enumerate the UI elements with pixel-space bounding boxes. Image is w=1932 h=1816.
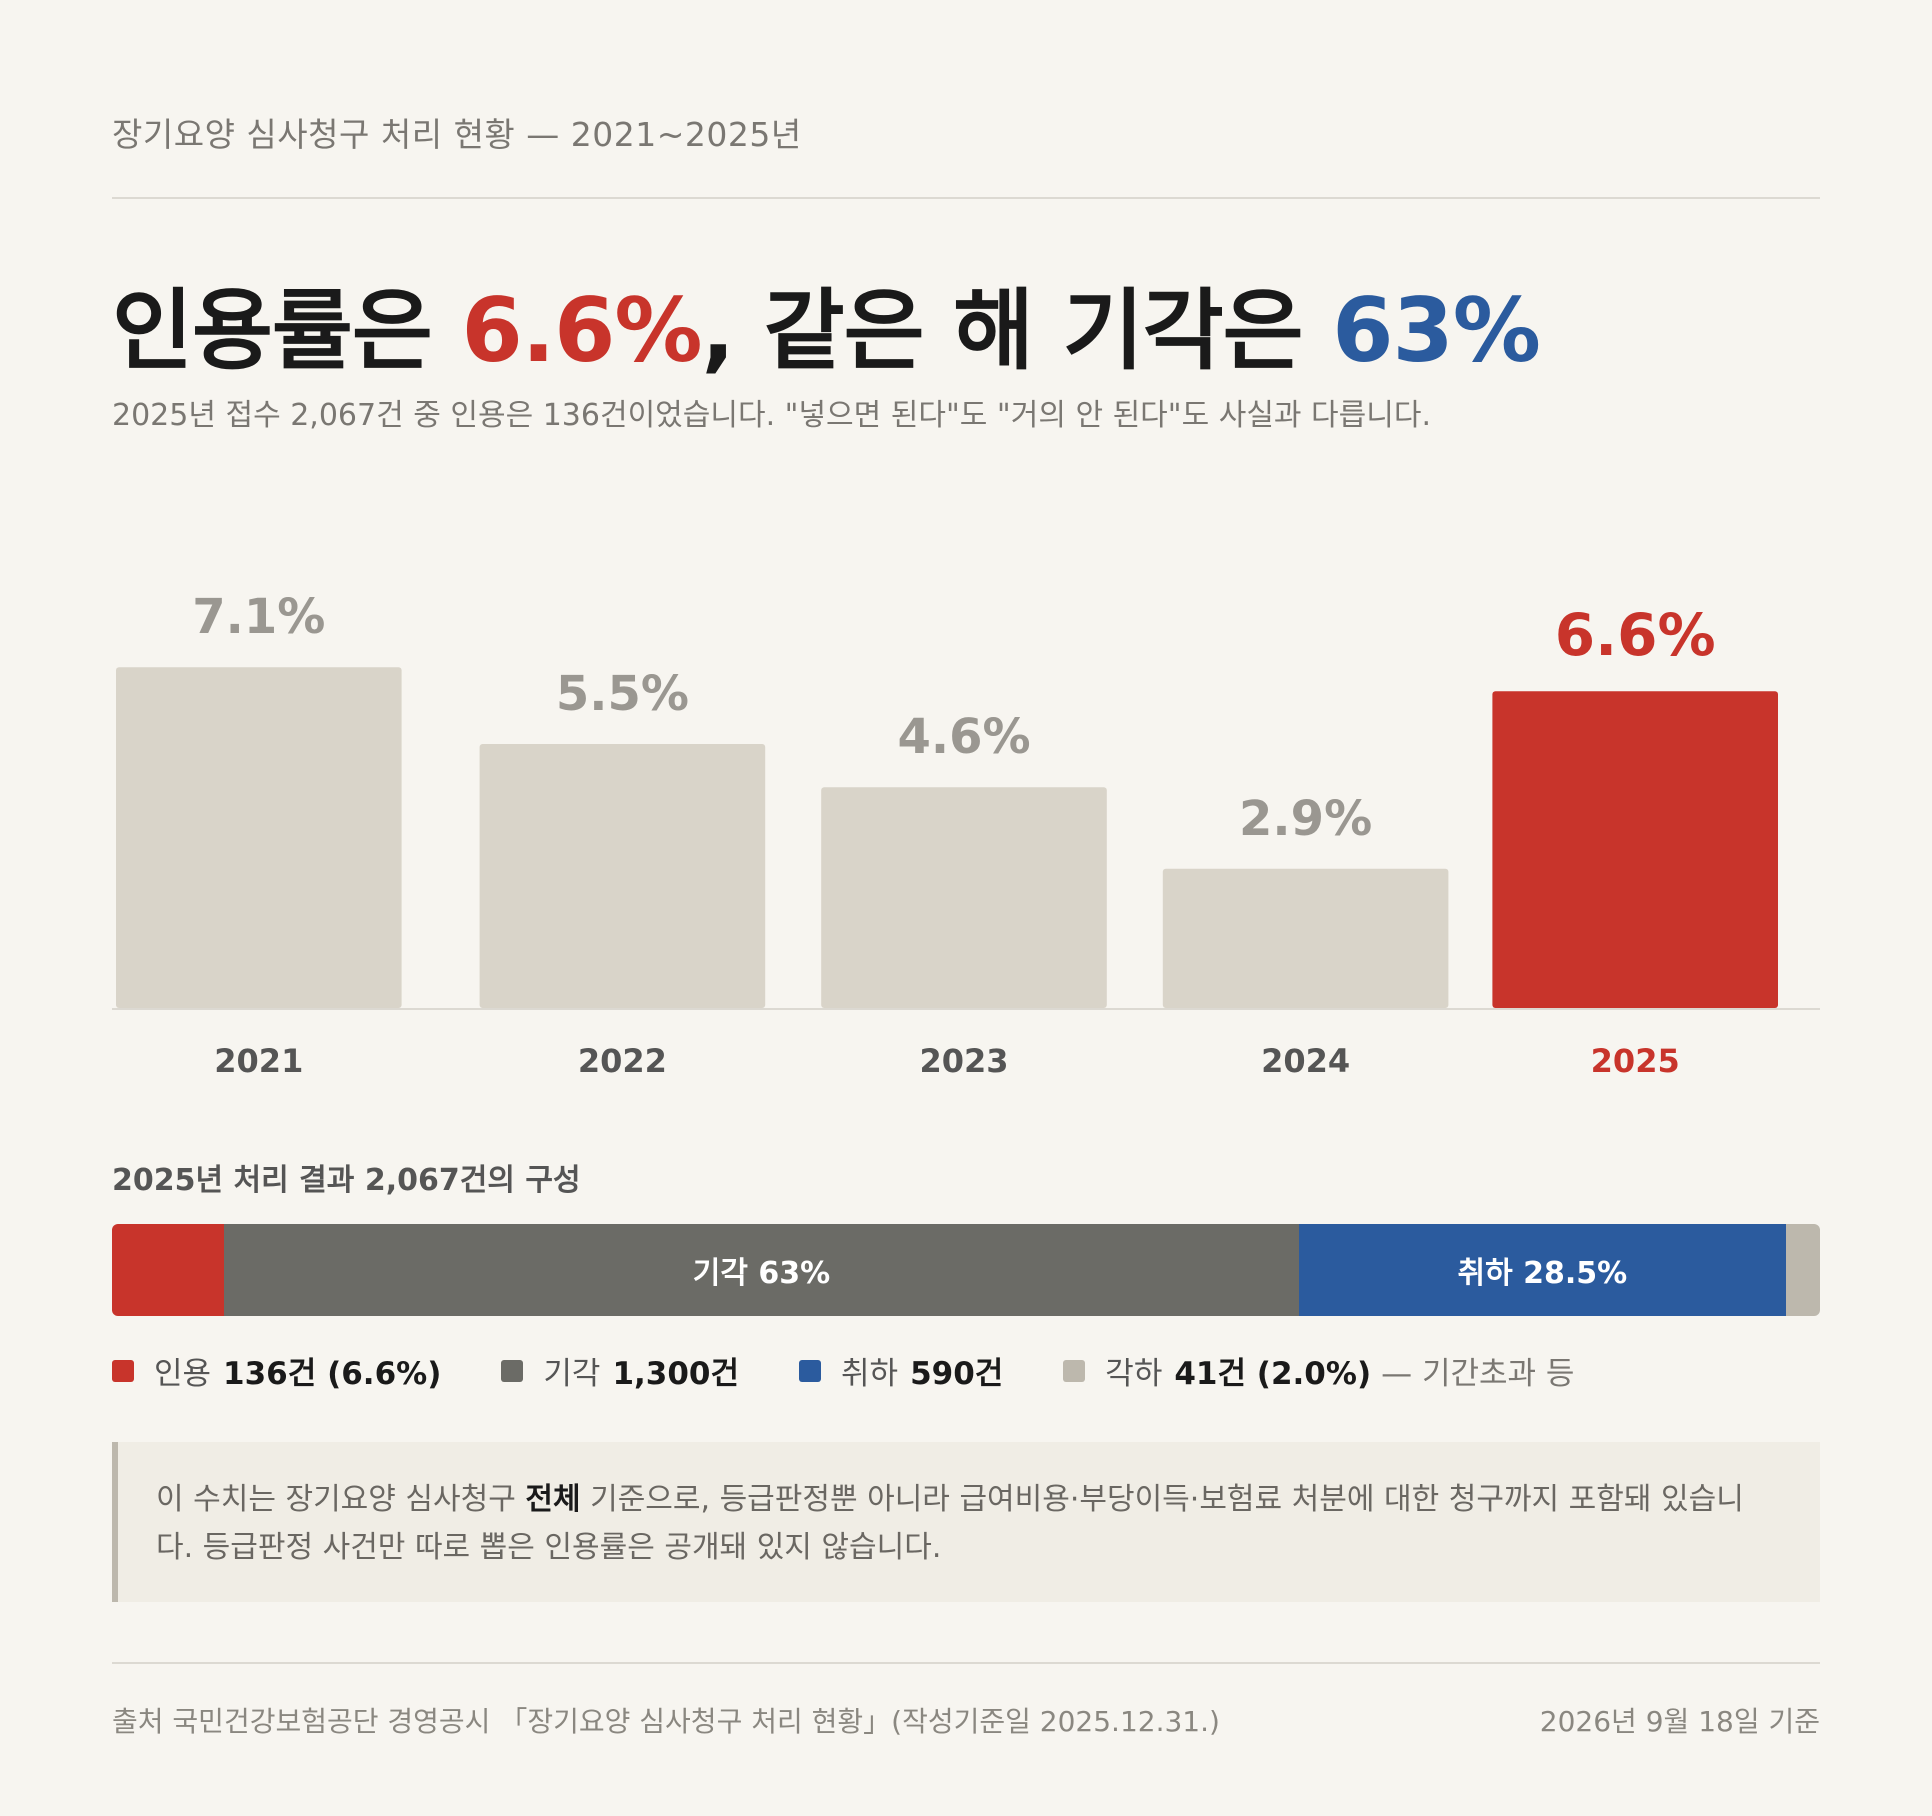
legend-note: — 기간초과 등	[1381, 1356, 1575, 1392]
legend-label: 인용	[154, 1356, 212, 1392]
legend-count: 41건 (2.0%)	[1174, 1356, 1372, 1392]
callout-text-after: 기준으로, 등급판정뿐 아니라 급여비용·부당이득·보험료 처분에 대한 청구까…	[156, 1482, 1744, 1565]
value-label-2025: 6.6%	[1555, 601, 1716, 669]
headline-blue-value: 63%	[1332, 279, 1541, 382]
bottom-divider	[112, 1662, 1820, 1664]
callout-text-before: 이 수치는 장기요양 심사청구	[156, 1482, 526, 1517]
subtitle: 2025년 접수 2,067건 중 인용은 136건이었습니다. "넣으면 된다…	[112, 398, 1431, 433]
value-label-2022: 5.5%	[556, 666, 689, 722]
value-label-2023: 4.6%	[897, 709, 1030, 765]
legend-label: 기각	[543, 1356, 601, 1392]
as-of-date: 2026년 9월 18일 기준	[1539, 1705, 1820, 1738]
legend-swatch	[501, 1359, 524, 1382]
category-label-2023: 2023	[919, 1042, 1008, 1080]
value-label-2024: 2.9%	[1239, 791, 1372, 847]
legend-count: 1,300건	[612, 1356, 740, 1392]
kicker: 장기요양 심사청구 처리 현황 — 2021~2025년	[112, 115, 802, 154]
headline-part2: , 같은 해 기각은	[701, 279, 1333, 382]
legend-swatch	[799, 1359, 822, 1382]
category-label-2022: 2022	[578, 1042, 667, 1080]
bar-2024	[1162, 868, 1449, 1008]
bar-chart: 7.1% 2021 5.5% 2022 4.6% 2023 2.9% 2024 6.6% 2025	[112, 589, 1820, 1080]
legend-count: 136건 (6.6%)	[223, 1356, 442, 1392]
headline-part1: 인용률은	[112, 279, 462, 382]
legend-item-dismissed: 각하 41건 (2.0%) — 기간초과 등	[1063, 1348, 1574, 1393]
legend-item-upheld: 인용 136건 (6.6%)	[112, 1348, 441, 1393]
category-label-2025: 2025	[1591, 1042, 1680, 1080]
legend-label: 취하	[841, 1356, 899, 1392]
segment-upheld	[112, 1224, 225, 1316]
segment-rejected: 기각 63%	[224, 1224, 1299, 1316]
callout-note: 이 수치는 장기요양 심사청구 전체 기준으로, 등급판정뿐 아니라 급여비용·…	[112, 1442, 1820, 1602]
legend-item-withdrawn: 취하 590건	[799, 1348, 1003, 1393]
headline-red-value: 6.6%	[461, 279, 702, 382]
category-label-2024: 2024	[1261, 1042, 1350, 1080]
headline: 인용률은 6.6%, 같은 해 기각은 63%	[112, 260, 1541, 387]
category-label-2021: 2021	[214, 1042, 303, 1080]
legend-label: 각하	[1105, 1356, 1163, 1392]
legend-count: 590건	[910, 1356, 1004, 1392]
bar-2023	[821, 787, 1107, 1008]
legend-item-rejected: 기각 1,300건	[501, 1348, 739, 1393]
legend-swatch	[112, 1359, 134, 1382]
breakdown-legend: 인용 136건 (6.6%) 기각 1,300건 취하 590건 각하 41건 (2.0%) —…	[112, 1348, 1634, 1393]
breakdown-stacked-bar: 기각 63% 취하 28.5%	[112, 1224, 1820, 1316]
breakdown-title: 2025년 처리 결과 2,067건의 구성	[112, 1163, 581, 1198]
source-note: 출처 국민건강보험공단 경영공시 「장기요양 심사청구 처리 현황」(작성기준일…	[112, 1705, 1220, 1738]
value-label-2021: 7.1%	[192, 589, 325, 645]
legend-swatch	[1063, 1359, 1086, 1382]
top-divider	[112, 197, 1820, 199]
bar-2025	[1492, 691, 1778, 1008]
bar-2021	[116, 667, 402, 1008]
callout-text-bold: 전체	[525, 1482, 581, 1517]
segment-withdrawn: 취하 28.5%	[1298, 1224, 1787, 1316]
bar-2022	[479, 744, 766, 1008]
segment-dismissed	[1786, 1224, 1820, 1316]
